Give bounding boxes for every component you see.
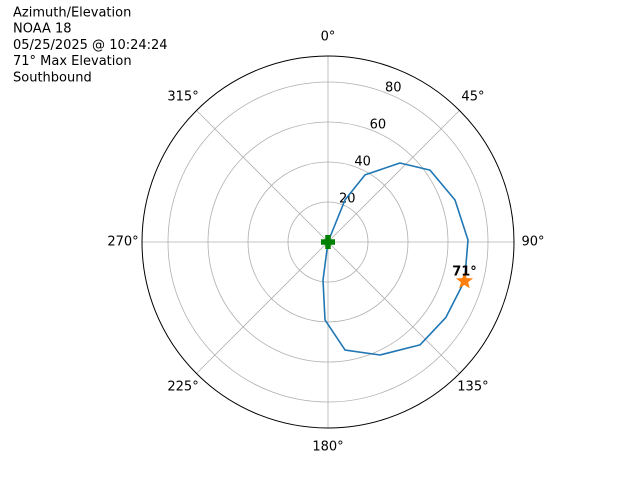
theta-grid-line — [196, 241, 329, 374]
info-line: Southbound — [13, 70, 92, 85]
info-line: Azimuth/Elevation — [13, 6, 131, 21]
theta-tick-label: 135° — [457, 379, 488, 394]
theta-grid-line — [327, 110, 460, 243]
r-tick-label: 60 — [370, 118, 387, 133]
r-tick-label: 80 — [385, 81, 402, 96]
theta-tick-label: 180° — [312, 440, 343, 455]
theta-tick-label: 90° — [521, 235, 544, 250]
info-line: 05/25/2025 @ 10:24:24 — [13, 38, 168, 53]
r-grid-ring — [247, 161, 409, 323]
theta-tick-label: 270° — [107, 235, 138, 250]
theta-grid-line — [196, 110, 329, 243]
info-line: 71° Max Elevation — [13, 54, 132, 69]
max-label: 71° — [452, 265, 477, 280]
theta-tick-label: 315° — [167, 90, 198, 105]
start-marker — [321, 235, 335, 249]
info-line: NOAA 18 — [13, 22, 72, 37]
r-grid-ring — [207, 121, 449, 363]
r-tick-label: 20 — [339, 192, 356, 207]
r-grid-ring — [167, 81, 489, 403]
r-tick-label: 40 — [354, 155, 371, 170]
r-grid-ring — [287, 201, 369, 283]
theta-tick-label: 225° — [167, 379, 198, 394]
theta-tick-label: 0° — [321, 30, 336, 45]
polar-frame — [141, 55, 515, 429]
theta-grid-line — [327, 241, 460, 374]
theta-tick-label: 45° — [461, 90, 484, 105]
max-marker — [455, 272, 474, 289]
